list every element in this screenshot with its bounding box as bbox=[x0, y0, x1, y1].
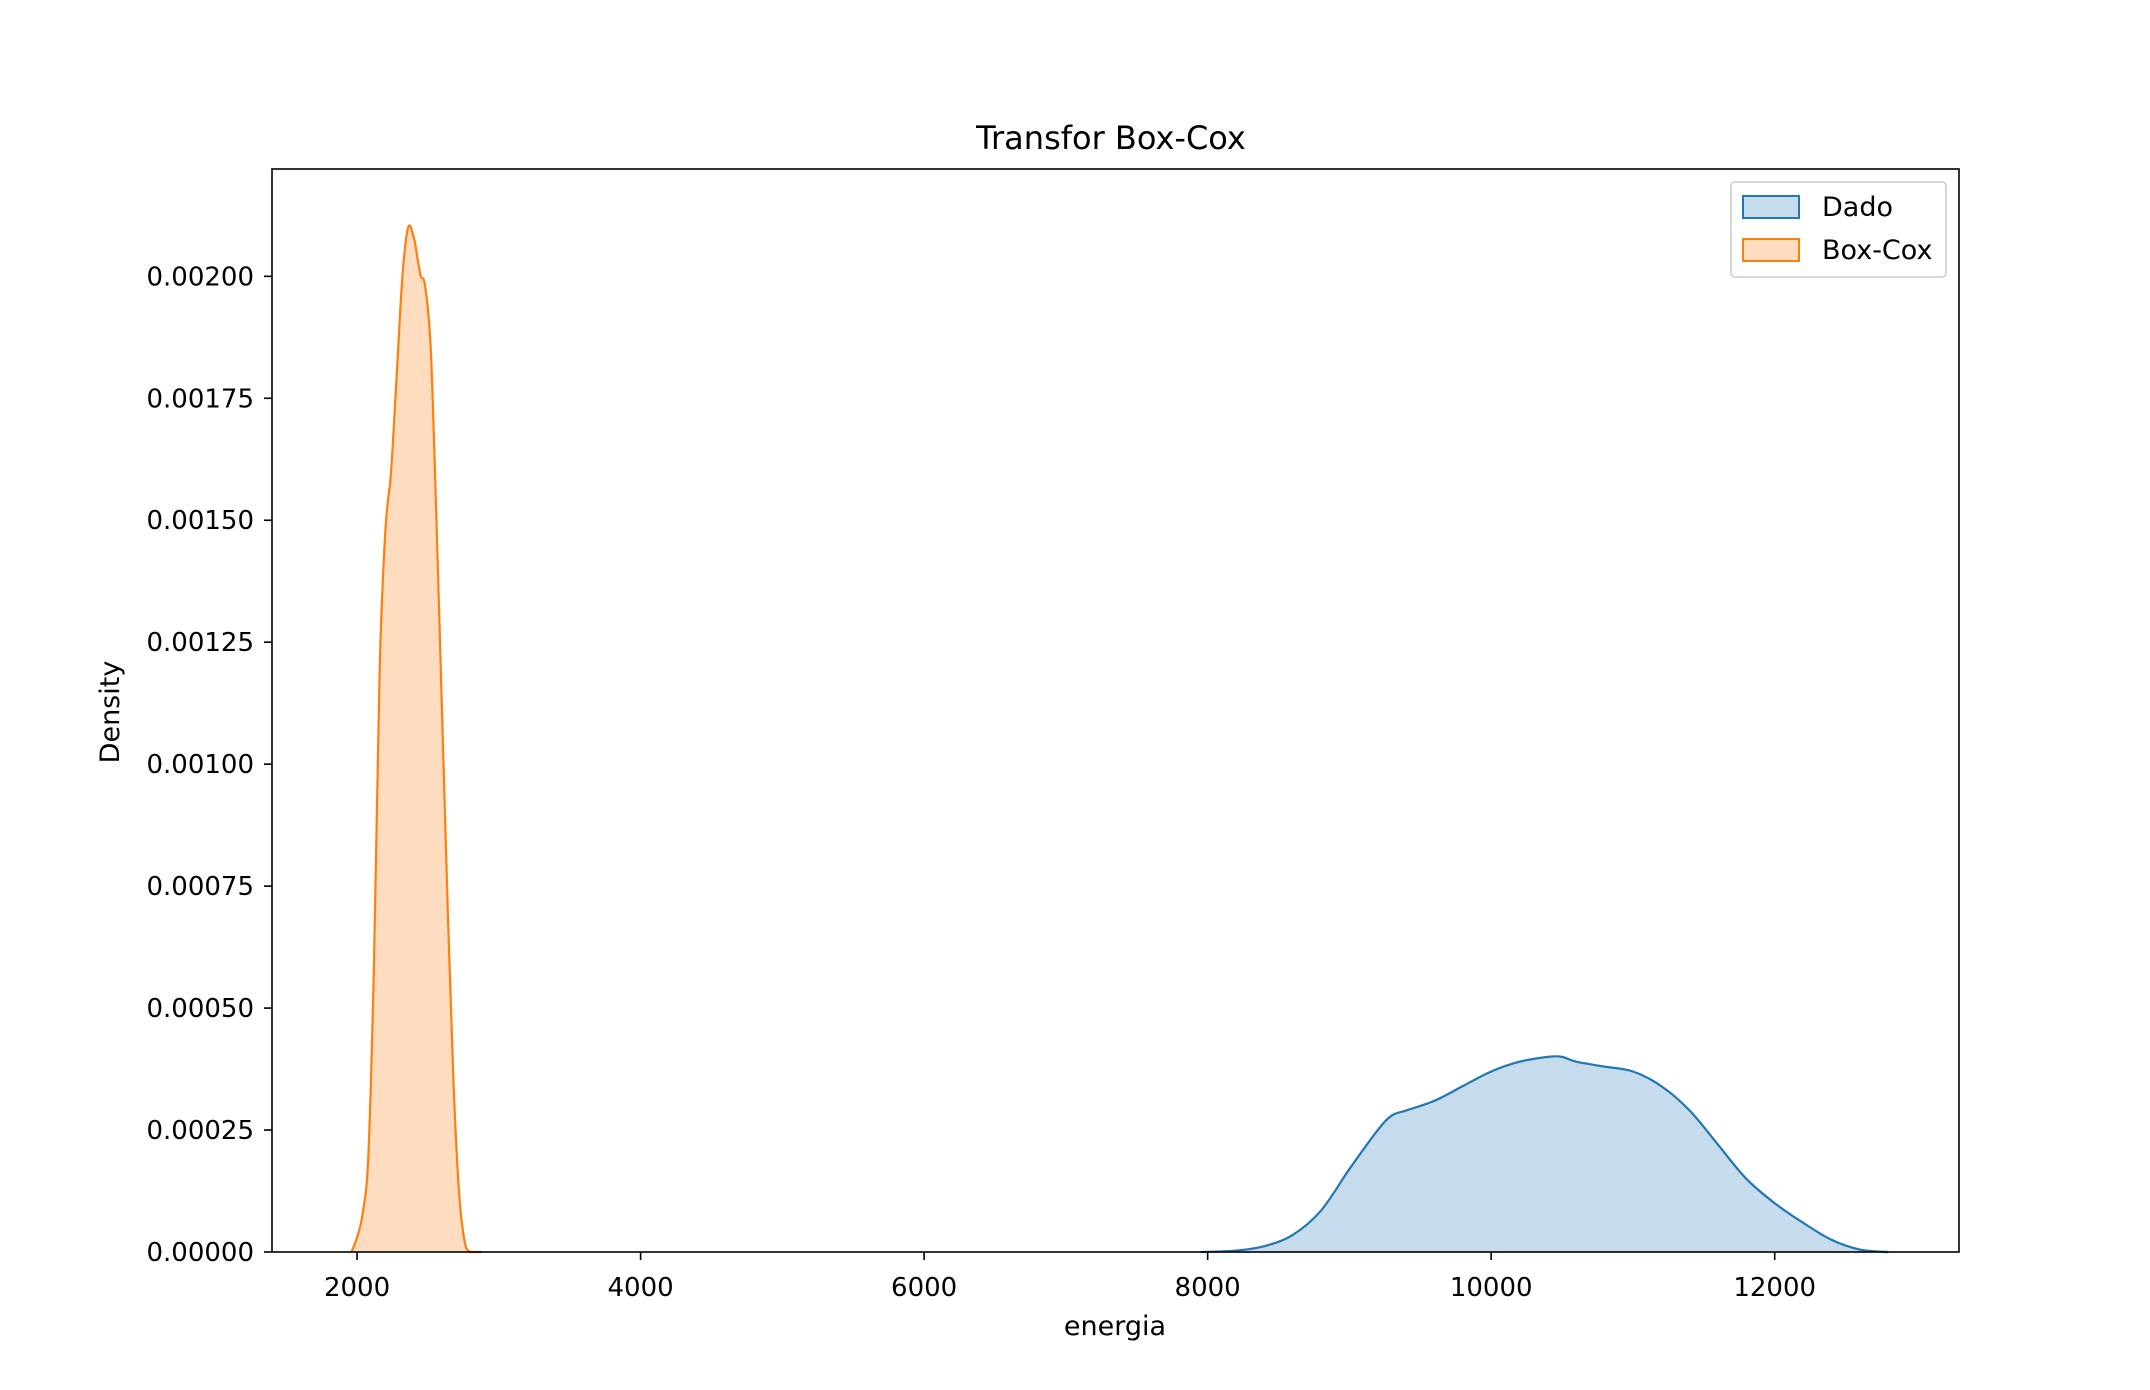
series-layer bbox=[350, 224, 1889, 1254]
y-tick-label: 0.00100 bbox=[146, 750, 254, 780]
legend: Dado Box-Cox bbox=[1730, 181, 1947, 278]
x-tick-label: 6000 bbox=[891, 1273, 957, 1303]
x-tick-label: 10000 bbox=[1450, 1273, 1533, 1303]
y-tick-label: 0.00200 bbox=[146, 262, 254, 292]
series-line-dado bbox=[1200, 1055, 1889, 1254]
y-tick-label: 0.00050 bbox=[146, 994, 254, 1024]
legend-swatch-dado bbox=[1742, 195, 1800, 219]
x-tick-label: 8000 bbox=[1175, 1273, 1241, 1303]
plot-frame bbox=[271, 168, 1960, 1253]
x-axis: 2000 4000 6000 8000 10000 12000 bbox=[324, 1252, 1816, 1303]
x-axis-label: energia bbox=[1064, 1311, 1166, 1342]
series-line-box-cox bbox=[350, 224, 482, 1254]
y-tick-label: 0.00025 bbox=[146, 1116, 254, 1146]
y-tick-label: 0.00175 bbox=[146, 384, 254, 414]
x-tick-label: 12000 bbox=[1733, 1273, 1816, 1303]
y-axis-label: Density bbox=[95, 661, 126, 764]
chart-title: Transfor Box-Cox bbox=[975, 119, 1246, 157]
legend-swatch-box-cox bbox=[1742, 238, 1800, 262]
x-tick-label: 2000 bbox=[324, 1273, 390, 1303]
y-tick-label: 0.00000 bbox=[146, 1238, 254, 1268]
y-tick-label: 0.00075 bbox=[146, 872, 254, 902]
legend-label-box-cox: Box-Cox bbox=[1822, 235, 1932, 266]
y-tick-label: 0.00125 bbox=[146, 628, 254, 658]
legend-label-dado: Dado bbox=[1822, 192, 1893, 223]
y-tick-label: 0.00150 bbox=[146, 506, 254, 536]
y-axis: 0.00000 0.00025 0.00050 0.00075 0.00100 0.001… bbox=[146, 262, 272, 1268]
series-area-dado bbox=[1200, 1056, 1889, 1252]
x-tick-label: 4000 bbox=[608, 1273, 674, 1303]
series-area-box-cox bbox=[351, 225, 482, 1253]
